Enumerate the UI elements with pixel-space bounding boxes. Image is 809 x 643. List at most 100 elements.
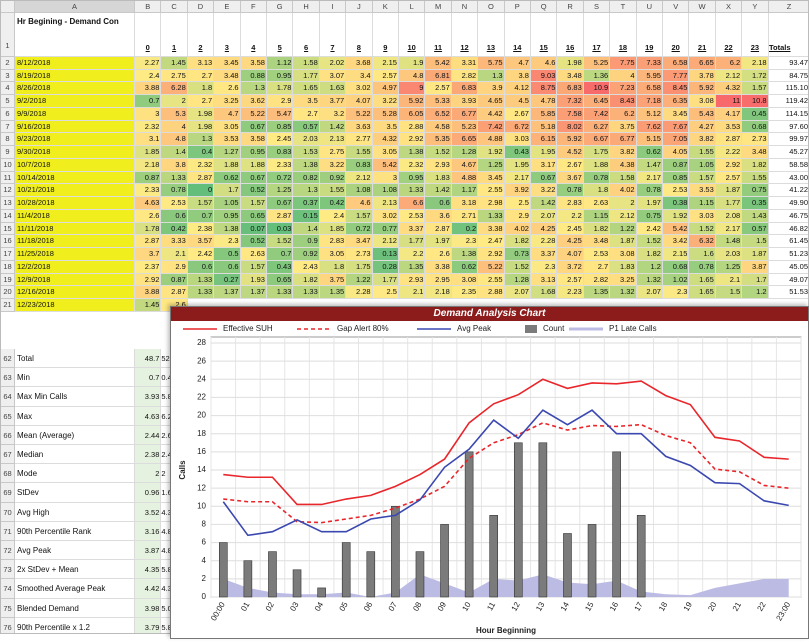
value-cell: 1.98 <box>187 120 215 134</box>
value-cell: 1.28 <box>451 146 479 159</box>
value-cell: 3.13 <box>187 57 215 70</box>
legend-swatch <box>525 325 537 333</box>
value-cell: 4.58 <box>425 120 452 134</box>
date-cell: 10/21/2018 <box>15 184 135 198</box>
value-cell: 5.22 <box>240 107 267 121</box>
value-cell: 1.97 <box>425 235 452 249</box>
total-cell: 43.00 <box>769 172 808 185</box>
column-header: Y <box>742 1 769 13</box>
value-cell: 5.85 <box>531 107 558 121</box>
stat-value: 2 <box>135 464 162 484</box>
value-cell: 2.32 <box>399 158 426 172</box>
bar <box>513 442 523 598</box>
chart-window: Demand Analysis Chart 0 2 4 6 8 10 12 14 16 18 20 2… <box>170 306 809 639</box>
column-header: T <box>610 1 637 13</box>
value-cell: 1.05 <box>689 158 716 172</box>
chart-title: Demand Analysis Chart <box>171 307 808 321</box>
value-cell: 3.53 <box>214 133 241 147</box>
value-cell: 2.42 <box>636 222 663 236</box>
value-cell: 1.82 <box>293 273 320 287</box>
row-number: 4 <box>1 82 15 96</box>
y-tick-label: 18 <box>197 429 206 438</box>
value-cell: 3.03 <box>504 133 531 147</box>
value-cell: 2.38 <box>187 222 215 236</box>
value-cell: 0.78 <box>161 184 188 198</box>
value-cell: 6.15 <box>531 133 558 147</box>
value-cell: 2.77 <box>346 133 373 147</box>
value-cell: 1.52 <box>636 235 663 249</box>
value-cell: 2.2 <box>557 209 584 223</box>
value-cell: 1.53 <box>293 146 320 159</box>
column-header: O <box>478 1 505 13</box>
total-cell: 49.90 <box>769 197 808 210</box>
x-tick-label: 03 <box>288 600 301 613</box>
value-cell: 0.62 <box>214 171 241 185</box>
value-cell: 2 <box>161 95 188 108</box>
value-cell: 2.87 <box>425 222 452 236</box>
value-cell: 0.57 <box>293 120 320 134</box>
value-cell: 2.93 <box>399 273 426 287</box>
value-cell: 0.4 <box>187 146 215 159</box>
value-cell: 2.5 <box>504 197 531 210</box>
value-cell: 2.33 <box>135 184 162 198</box>
x-tick-label: 19 <box>682 600 695 613</box>
value-cell: 0.95 <box>399 171 426 185</box>
stat-label: StDev <box>15 483 135 503</box>
hour-header: 18 <box>610 13 637 57</box>
value-cell: 7.23 <box>610 82 637 96</box>
value-cell: 3.25 <box>610 273 637 287</box>
value-cell: 3.75 <box>610 120 637 134</box>
column-header: P <box>504 1 531 13</box>
stat-label: Avg High <box>15 502 135 522</box>
value-cell: 2.7 <box>187 69 215 83</box>
corner <box>1 1 15 13</box>
value-cell: 3.08 <box>451 273 479 287</box>
value-cell: 6.65 <box>451 133 479 147</box>
value-cell: 2.55 <box>478 273 505 287</box>
value-cell: 10.9 <box>583 82 611 96</box>
value-cell: 1.77 <box>372 273 399 287</box>
value-cell: 0.65 <box>267 273 294 287</box>
value-cell: 5.25 <box>583 57 611 70</box>
value-cell: 1.6 <box>689 248 716 261</box>
value-cell: 2.1 <box>399 286 426 300</box>
column-header: X <box>715 1 743 13</box>
row-number: 69 <box>1 483 15 503</box>
stat-label: Total <box>15 349 135 369</box>
value-cell: 0.27 <box>214 273 241 287</box>
value-cell: 7.05 <box>663 133 690 147</box>
value-cell: 4.32 <box>715 82 743 96</box>
value-cell: 1.5 <box>715 286 743 300</box>
value-cell: 0.75 <box>742 184 769 198</box>
x-tick-label: 23:00 <box>774 600 792 622</box>
value-cell: 2.75 <box>161 69 188 83</box>
value-cell: 2.03 <box>715 248 743 261</box>
value-cell: 0.42 <box>319 197 347 210</box>
value-cell: 1.33 <box>267 286 294 300</box>
bar <box>292 569 302 598</box>
date-cell: 12/16/2018 <box>15 286 135 300</box>
value-cell: 7.42 <box>583 107 611 121</box>
value-cell: 2.83 <box>557 197 584 210</box>
value-cell: 3.2 <box>319 107 347 121</box>
date-cell: 11/11/2018 <box>15 222 135 236</box>
value-cell: 1.65 <box>689 286 716 300</box>
value-cell: 7.32 <box>557 95 584 108</box>
value-cell: 1.57 <box>240 260 267 274</box>
value-cell: 3.8 <box>161 158 188 172</box>
date-cell: 12/23/2018 <box>15 299 135 312</box>
value-cell: 3.42 <box>663 235 690 249</box>
value-cell: 3.33 <box>161 235 188 249</box>
value-cell: 7.62 <box>636 120 663 134</box>
hour-header: 15 <box>531 13 558 57</box>
date-cell: 10/7/2018 <box>15 158 135 172</box>
value-cell: 2.93 <box>425 158 452 172</box>
bar <box>243 560 253 598</box>
value-cell: 1.36 <box>583 69 611 83</box>
value-cell: 0.73 <box>504 248 531 261</box>
value-cell: 6.67 <box>583 133 611 147</box>
value-cell: 3.88 <box>135 286 162 300</box>
column-header: G <box>267 1 294 13</box>
bar <box>464 451 474 598</box>
